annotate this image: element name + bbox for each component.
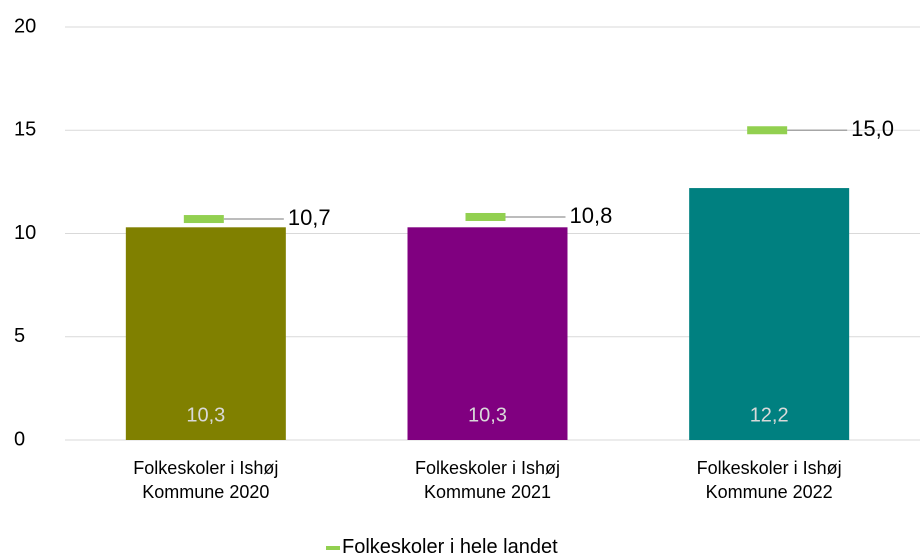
marker <box>465 212 506 221</box>
y-tick-label: 15 <box>14 119 36 141</box>
marker-value-label: 10,8 <box>570 203 613 228</box>
marker-value-label: 10,7 <box>288 205 331 230</box>
bar <box>689 188 850 440</box>
legend-entry: Folkeskoler i hele landet <box>326 536 558 559</box>
legend-swatch <box>326 545 340 550</box>
bar-value-label: 12,2 <box>750 404 789 426</box>
marker <box>183 215 224 224</box>
marker-value-label: 15,0 <box>851 116 894 141</box>
bar <box>125 227 286 440</box>
bar-value-label: 10,3 <box>468 404 507 426</box>
y-tick-label: 5 <box>14 325 25 347</box>
y-tick-label: 20 <box>14 15 36 37</box>
x-tick-label: Folkeskoler i Ishøj Kommune 2022 <box>696 458 842 502</box>
legend-label: Folkeskoler i hele landet <box>342 536 558 558</box>
marker <box>747 126 788 135</box>
bar <box>407 227 568 440</box>
y-tick-label: 10 <box>14 222 36 244</box>
bar-value-label: 10,3 <box>186 404 225 426</box>
y-tick-label: 0 <box>14 428 25 450</box>
x-tick-label: Folkeskoler i Ishøj Kommune 2021 <box>414 458 561 502</box>
x-tick-label: Folkeskoler i Ishøj Kommune 2020 <box>133 458 279 502</box>
